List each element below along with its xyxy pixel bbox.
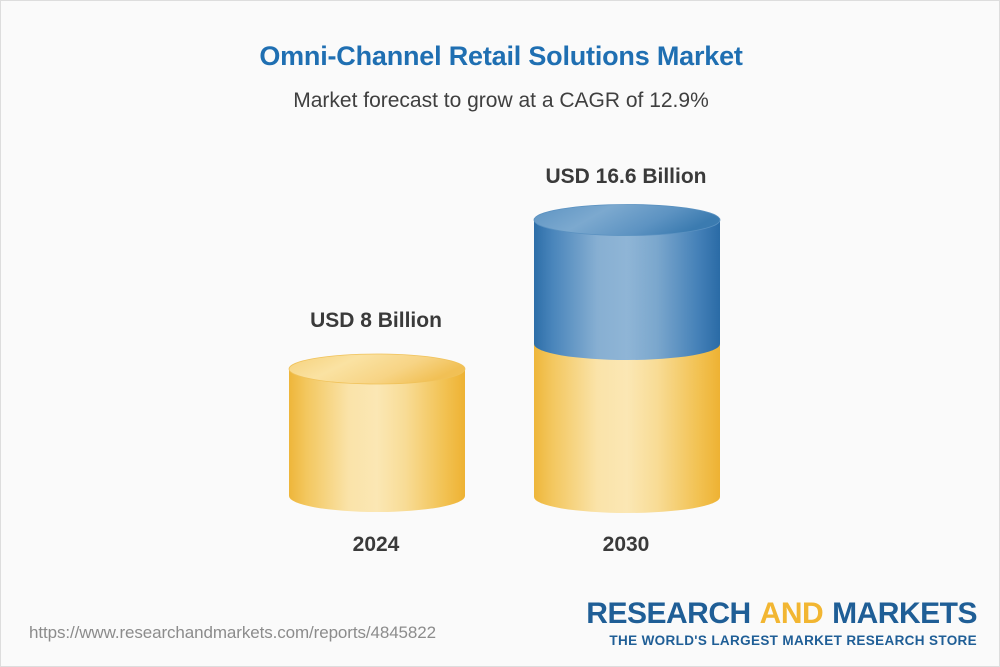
bar-category-label-2024: 2024 [352, 533, 400, 556]
bar-cylinder-2024 [288, 353, 466, 512]
bar-value-label-2030: USD 16.6 Billion [545, 165, 707, 188]
brand-word-markets: MARKETS [832, 597, 977, 630]
page-title: Omni-Channel Retail Solutions Market [259, 41, 743, 71]
chart-subtitle: Market forecast to grow at a CAGR of 12.… [293, 89, 709, 112]
brand-word-research: RESEARCH [586, 597, 751, 630]
source-url[interactable]: https://www.researchandmarkets.com/repor… [29, 623, 436, 642]
brand-word-and: AND [759, 597, 824, 630]
bar-cylinder-2030 [533, 204, 721, 513]
brand-wordmark: RESEARCH AND MARKETS [586, 599, 977, 629]
brand-tagline: THE WORLD'S LARGEST MARKET RESEARCH STOR… [609, 633, 977, 648]
bar-value-label-2024: USD 8 Billion [310, 309, 442, 332]
brand-logo[interactable]: RESEARCH AND MARKETS THE WORLD'S LARGEST M… [586, 599, 977, 648]
bar-category-label-2030: 2030 [602, 533, 650, 556]
